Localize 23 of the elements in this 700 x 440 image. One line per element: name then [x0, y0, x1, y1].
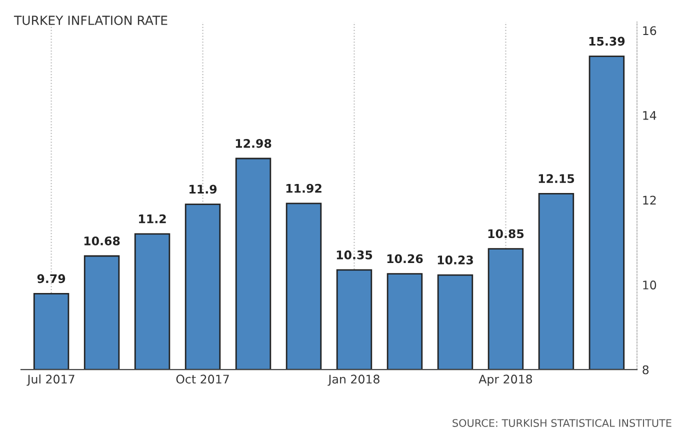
x-tick-label: Oct 2017: [176, 374, 229, 384]
y-tick-label: 8: [642, 365, 649, 374]
y-tick-label: 16: [643, 26, 656, 36]
source-note: SOURCE: TURKISH STATISTICAL INSTITUTE: [452, 419, 672, 427]
y-tick-label: 12: [643, 196, 656, 205]
data-label: 10.68: [84, 236, 120, 246]
x-tick-label: Jan 2018: [328, 374, 380, 386]
data-label: 10.35: [336, 250, 372, 260]
y-tick-label: 14: [643, 111, 656, 120]
x-tick-label: Jul 2017: [26, 374, 74, 386]
data-label: 15.39: [589, 36, 625, 46]
data-label: 11.92: [286, 184, 322, 193]
data-label: 10.23: [438, 256, 473, 264]
data-label: 11.9: [190, 184, 217, 194]
data-label: 12.15: [538, 174, 574, 184]
data-label: 11.2: [139, 214, 166, 224]
data-label: 10.26: [387, 254, 423, 264]
data-label: 12.98: [236, 138, 272, 148]
chart-title: TURKEY INFLATION RATE: [14, 16, 168, 26]
data-label: 10.85: [488, 229, 524, 238]
data-label: 9.79: [37, 274, 66, 284]
x-tick-label: Apr 2018: [478, 374, 532, 386]
y-tick-label: 10: [643, 280, 656, 290]
